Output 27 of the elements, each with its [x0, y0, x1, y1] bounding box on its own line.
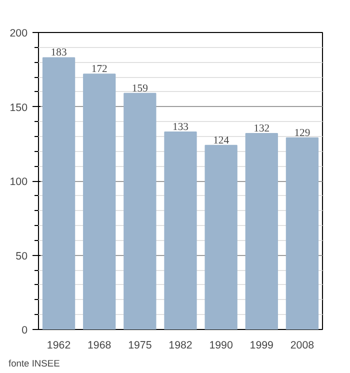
data-label: 159 [132, 83, 148, 94]
data-label: 129 [294, 128, 310, 139]
y-tick-label: 100 [10, 176, 28, 188]
x-tick-label: 1968 [88, 340, 112, 352]
bar [83, 74, 116, 330]
data-label: 183 [50, 48, 67, 59]
data-label: 172 [91, 64, 108, 76]
bar [286, 137, 319, 330]
y-tick-label: 50 [16, 250, 28, 262]
x-tick-label: 2008 [290, 340, 314, 352]
x-tick-label: 1982 [168, 340, 192, 352]
bar [245, 132, 278, 330]
x-tick-label: 1962 [46, 340, 71, 352]
bar [164, 131, 197, 330]
source-note: fonte INSEE [8, 358, 60, 368]
y-tick-label: 0 [22, 324, 28, 336]
bar [124, 92, 156, 330]
data-label: 133 [172, 122, 188, 133]
x-tick-label: 1990 [209, 340, 233, 352]
y-tick-label: 150 [10, 102, 28, 114]
x-tick-label: 1975 [128, 340, 152, 352]
bar [42, 57, 76, 330]
x-tick-label: 1999 [250, 340, 274, 352]
y-tick-label: 200 [10, 28, 28, 40]
data-label: 132 [254, 123, 270, 134]
data-label: 124 [213, 135, 230, 146]
bar [204, 144, 238, 330]
